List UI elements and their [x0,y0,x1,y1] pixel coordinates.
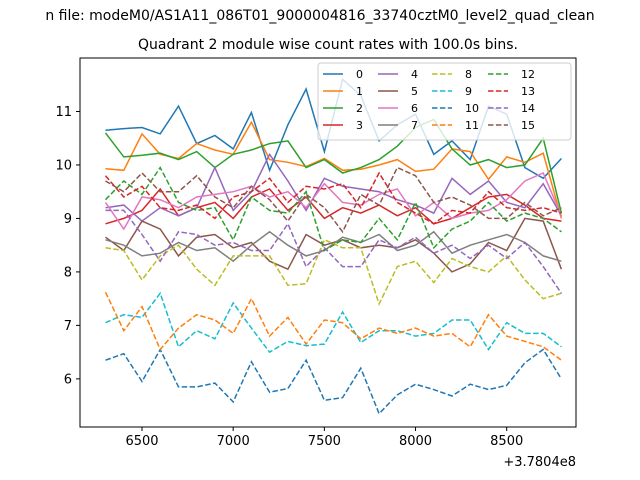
x-tick-label: 6500 [125,434,158,449]
y-tick-label: 10 [55,158,72,173]
series-line-4 [105,152,563,223]
y-tick-label: 11 [55,105,72,120]
series-line-1 [105,120,563,219]
x-tick-label: 8500 [490,434,523,449]
chart-title: Quadrant 2 module wise count rates with … [138,37,518,53]
x-tick-label: 7500 [308,434,341,449]
legend-label-13: 13 [521,85,535,98]
series-line-9 [105,291,562,354]
series-line-6 [104,172,563,231]
legend-label-11: 11 [465,119,479,132]
x-tick-label: 8000 [399,434,432,449]
y-tick-label: 8 [64,265,72,280]
legend-label-2: 2 [356,102,363,115]
series-line-11 [104,291,562,361]
legend-label-6: 6 [411,102,418,115]
y-tick-label: 6 [64,372,72,387]
legend-label-1: 1 [356,85,363,98]
legend-label-3: 3 [356,119,363,132]
series-line-14 [105,209,563,294]
series-line-12 [104,166,562,252]
series-line-7 [105,230,562,263]
legend-label-15: 15 [521,119,535,132]
legend-label-12: 12 [521,68,535,81]
plot-frame [79,57,577,428]
x-axis-offset-label: +3.7804e8 [503,455,576,470]
legend-label-4: 4 [411,68,418,81]
series-line-5 [105,217,563,273]
legend-label-0: 0 [356,68,363,81]
series-line-10 [105,347,563,415]
legend-box [317,62,572,141]
legend-label-7: 7 [411,119,418,132]
y-axis: 6 7 8 9 10 11 [55,105,80,387]
x-tick-label: 7000 [217,434,250,449]
y-tick-label: 7 [64,319,72,334]
series-line-13 [104,171,562,225]
legend-label-5: 5 [411,85,418,98]
chart-title-line1: n file: modeM0/AS1A11_086T01_9000004816_… [45,8,594,24]
series-line-8 [105,238,562,306]
y-tick-label: 9 [64,212,72,227]
legend-label-14: 14 [521,102,535,115]
legend-label-10: 10 [465,102,479,115]
x-axis: 6500 7000 7500 8000 8500 [125,427,523,449]
plot-lines [104,78,563,415]
legend-label-8: 8 [465,68,472,81]
series-line-15 [105,166,562,234]
legend-label-9: 9 [465,85,472,98]
series-line-2 [104,118,563,214]
